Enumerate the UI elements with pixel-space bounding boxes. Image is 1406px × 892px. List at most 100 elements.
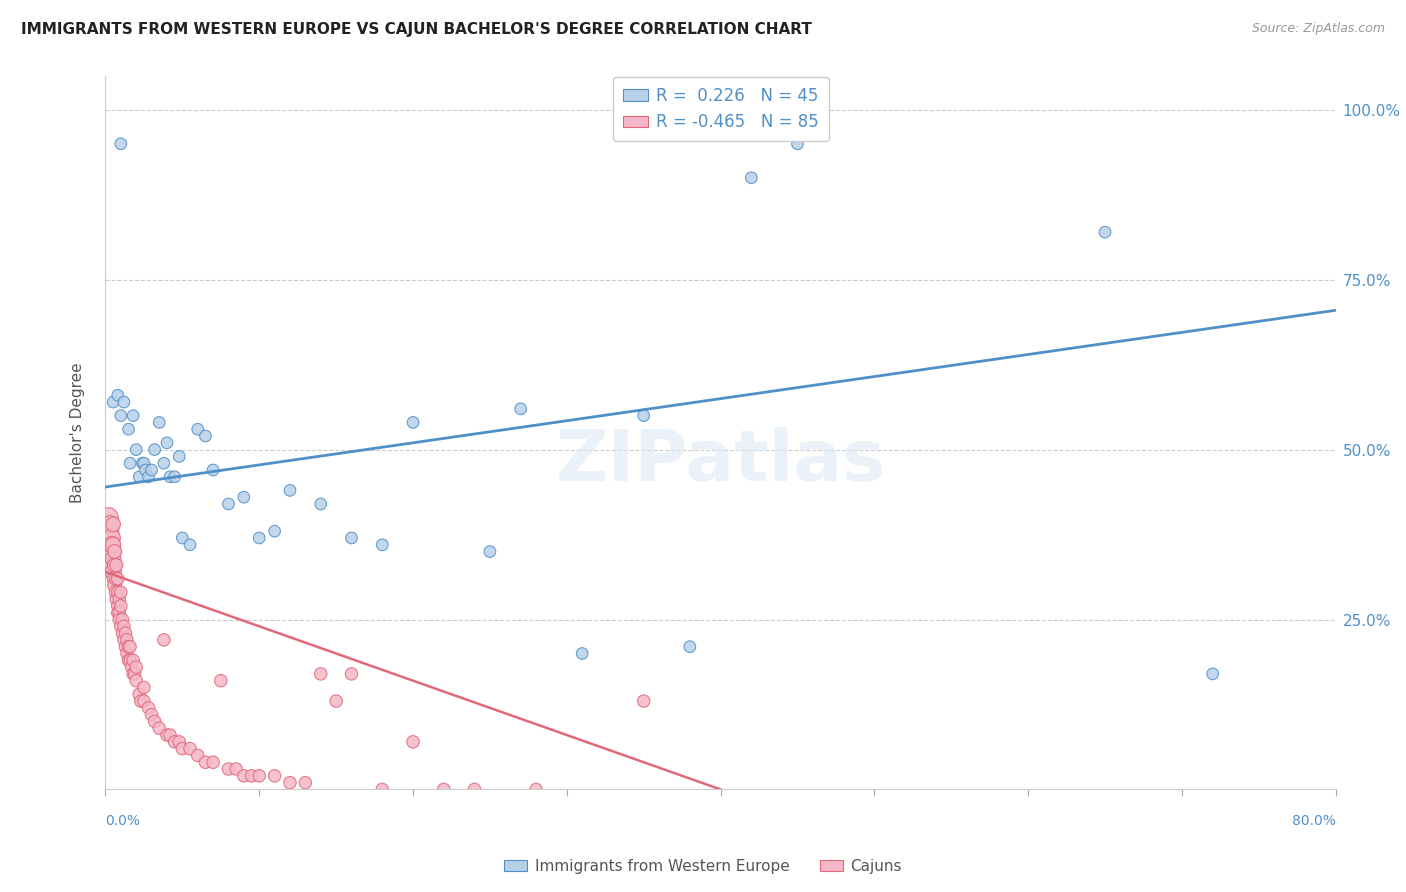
- Point: [107, 585, 129, 599]
- Point: [478, 544, 501, 558]
- Point: [571, 647, 593, 661]
- Point: [153, 632, 176, 647]
- Point: [402, 735, 425, 749]
- Point: [1094, 225, 1116, 239]
- Point: [148, 721, 170, 735]
- Point: [159, 470, 181, 484]
- Point: [104, 578, 127, 592]
- Text: IMMIGRANTS FROM WESTERN EUROPE VS CAJUN BACHELOR'S DEGREE CORRELATION CHART: IMMIGRANTS FROM WESTERN EUROPE VS CAJUN …: [21, 22, 813, 37]
- Point: [120, 640, 141, 654]
- Point: [97, 510, 120, 524]
- Point: [148, 416, 170, 430]
- Point: [194, 429, 217, 443]
- Point: [111, 626, 134, 640]
- Point: [132, 456, 155, 470]
- Point: [740, 170, 762, 185]
- Point: [263, 769, 285, 783]
- Point: [309, 497, 332, 511]
- Text: Source: ZipAtlas.com: Source: ZipAtlas.com: [1251, 22, 1385, 36]
- Point: [433, 782, 456, 797]
- Point: [169, 735, 191, 749]
- Point: [97, 524, 120, 538]
- Point: [105, 592, 128, 607]
- Point: [187, 422, 209, 436]
- Point: [209, 673, 232, 688]
- Point: [117, 653, 139, 667]
- Point: [101, 538, 124, 552]
- Point: [115, 647, 138, 661]
- Legend: Immigrants from Western Europe, Cajuns: Immigrants from Western Europe, Cajuns: [498, 853, 908, 880]
- Point: [464, 782, 486, 797]
- Point: [122, 666, 145, 681]
- Point: [179, 741, 201, 756]
- Point: [202, 756, 225, 770]
- Point: [125, 660, 148, 674]
- Point: [100, 538, 122, 552]
- Point: [524, 782, 547, 797]
- Point: [633, 409, 655, 423]
- Point: [187, 748, 209, 763]
- Point: [679, 640, 702, 654]
- Point: [110, 409, 132, 423]
- Point: [141, 707, 163, 722]
- Point: [120, 653, 141, 667]
- Point: [509, 401, 531, 416]
- Point: [108, 613, 131, 627]
- Point: [225, 762, 247, 776]
- Point: [247, 531, 270, 545]
- Point: [100, 544, 122, 558]
- Point: [101, 551, 124, 566]
- Point: [112, 632, 135, 647]
- Point: [112, 395, 135, 409]
- Point: [371, 782, 394, 797]
- Point: [98, 544, 121, 558]
- Point: [107, 572, 129, 586]
- Point: [108, 592, 131, 607]
- Point: [104, 572, 127, 586]
- Point: [101, 565, 124, 579]
- Point: [120, 456, 141, 470]
- Point: [100, 558, 122, 573]
- Point: [163, 470, 186, 484]
- Point: [263, 524, 285, 538]
- Point: [105, 585, 128, 599]
- Point: [172, 531, 194, 545]
- Point: [101, 395, 124, 409]
- Point: [124, 666, 146, 681]
- Point: [402, 416, 425, 430]
- Text: ZIPatlas: ZIPatlas: [555, 426, 886, 496]
- Text: 0.0%: 0.0%: [105, 814, 141, 828]
- Point: [132, 694, 155, 708]
- Point: [128, 687, 150, 701]
- Point: [108, 606, 131, 620]
- Point: [134, 463, 156, 477]
- Point: [194, 756, 217, 770]
- Point: [110, 136, 132, 151]
- Point: [107, 599, 129, 613]
- Point: [121, 660, 143, 674]
- Point: [340, 666, 363, 681]
- Point: [786, 136, 808, 151]
- Point: [114, 626, 136, 640]
- Text: 80.0%: 80.0%: [1292, 814, 1336, 828]
- Point: [232, 769, 254, 783]
- Point: [98, 531, 121, 545]
- Point: [309, 666, 332, 681]
- Point: [104, 558, 127, 573]
- Point: [143, 714, 166, 729]
- Point: [110, 585, 132, 599]
- Point: [179, 538, 201, 552]
- Point: [156, 728, 179, 742]
- Point: [163, 735, 186, 749]
- Point: [159, 728, 181, 742]
- Point: [117, 422, 139, 436]
- Point: [138, 701, 160, 715]
- Point: [98, 517, 121, 532]
- Point: [325, 694, 347, 708]
- Point: [278, 483, 301, 498]
- Point: [132, 681, 155, 695]
- Point: [131, 456, 153, 470]
- Y-axis label: Bachelor's Degree: Bachelor's Degree: [70, 362, 84, 503]
- Legend: R =  0.226   N = 45, R = -0.465   N = 85: R = 0.226 N = 45, R = -0.465 N = 85: [613, 77, 828, 141]
- Point: [218, 762, 240, 776]
